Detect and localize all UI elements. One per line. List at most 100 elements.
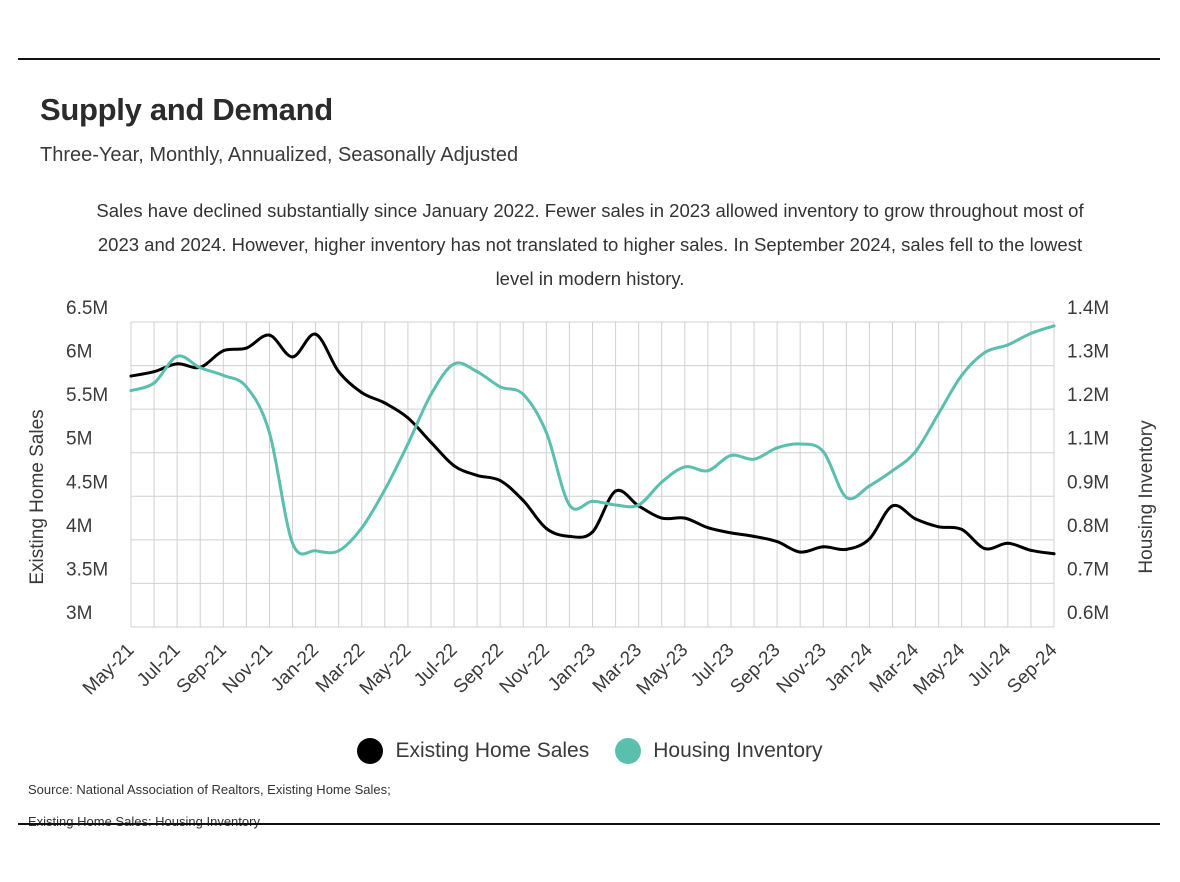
sales-point — [429, 440, 433, 444]
inventory-point — [844, 495, 848, 499]
inventory-point — [890, 469, 894, 473]
inventory-point — [152, 381, 156, 385]
sales-point — [314, 332, 318, 336]
x-axis-tick-label: Sep-21 — [173, 640, 231, 698]
line-chart: 3M 3.5M 4M 4.5M 5M 5.5M 6M 6.5M 0.6M 0.7M 0.8M 0.9… — [27, 298, 1157, 699]
sales-point — [291, 355, 295, 359]
sales-point — [1006, 541, 1010, 545]
sales-point — [729, 531, 733, 535]
right-axis-tick-label: 0.9M — [1067, 472, 1109, 493]
x-axis-tick-label: May-23 — [633, 640, 693, 700]
x-axis-tick-label: Jan-23 — [544, 640, 600, 696]
inventory-point — [591, 499, 594, 503]
inventory-point — [429, 392, 433, 396]
inventory-point — [475, 370, 479, 374]
inventory-line — [129, 324, 1056, 556]
sales-point — [406, 416, 410, 420]
inventory-point — [937, 412, 941, 415]
inventory-point — [521, 392, 525, 396]
left-axis-ticks: 3M 3.5M 4M 4.5M 5M 5.5M 6M 6.5M — [66, 298, 108, 624]
left-axis-tick-label: 6M — [66, 342, 92, 363]
inventory-point — [221, 373, 225, 377]
source-note: Source: National Association of Realtors… — [28, 774, 391, 838]
sales-point — [775, 540, 779, 544]
inventory-point — [867, 484, 871, 488]
x-axis-tick-label: Jan-24 — [821, 639, 877, 695]
bottom-rule — [18, 823, 1160, 825]
inventory-point — [544, 431, 548, 435]
inventory-point — [1006, 343, 1010, 347]
chart-lines — [129, 324, 1056, 556]
sales-point — [937, 525, 941, 529]
x-axis-tick-label: May-22 — [356, 640, 416, 700]
inventory-point — [1029, 331, 1033, 335]
sales-point — [614, 489, 618, 493]
inventory-point — [267, 431, 271, 435]
left-axis-tick-label: 3M — [66, 603, 92, 624]
top-rule — [18, 58, 1160, 60]
legend-swatch-sales — [357, 738, 384, 764]
inventory-point — [706, 469, 710, 473]
left-axis-tick-label: 5M — [66, 429, 92, 450]
sales-point — [706, 526, 710, 530]
left-axis-tick-label: 4M — [66, 516, 92, 537]
inventory-point — [198, 366, 202, 370]
inventory-point — [452, 362, 456, 366]
sales-point — [337, 370, 341, 374]
inventory-point — [567, 503, 571, 507]
x-axis-ticks: May-21Jul-21Sep-21Nov-21Jan-22Mar-22May-… — [79, 639, 1062, 699]
right-axis-tick-label: 0.8M — [1067, 516, 1109, 537]
inventory-point — [821, 450, 825, 454]
x-axis-tick-label: Sep-23 — [726, 640, 784, 698]
inventory-point — [337, 549, 341, 553]
sales-point — [383, 401, 387, 405]
sales-point — [129, 374, 133, 378]
right-axis-tick-label: 1.3M — [1067, 342, 1109, 363]
sales-point — [267, 333, 271, 337]
inventory-point — [129, 389, 133, 393]
inventory-point — [1052, 324, 1056, 328]
sales-point — [867, 537, 871, 541]
sales-point — [360, 391, 364, 395]
x-axis-tick-label: Sep-24 — [1003, 639, 1061, 697]
sales-point — [890, 504, 894, 508]
inventory-point — [914, 450, 918, 454]
inventory-point — [660, 480, 664, 484]
sales-point — [567, 534, 571, 538]
inventory-point — [244, 385, 248, 389]
sales-point — [475, 473, 479, 477]
sales-point — [221, 349, 225, 353]
sales-point — [1052, 552, 1056, 556]
sales-point — [152, 370, 156, 374]
right-axis-tick-label: 0.7M — [1067, 559, 1109, 580]
left-axis-title: Existing Home Sales — [27, 409, 48, 584]
left-axis-tick-label: 4.5M — [66, 472, 108, 493]
sales-point — [1029, 548, 1033, 552]
chart-subtitle: Three-Year, Monthly, Annualized, Seasona… — [40, 144, 519, 166]
series-housing-inventory — [129, 324, 1056, 556]
sales-point — [452, 464, 456, 468]
chart-grid — [130, 321, 1055, 628]
x-axis-tick-label: Nov-23 — [773, 640, 831, 698]
x-axis-tick-label: May-24 — [910, 639, 970, 699]
left-axis-tick-label: 3.5M — [66, 559, 108, 580]
legend-swatch-inventory — [615, 738, 642, 764]
chart-description: Sales have declined substantially since … — [96, 200, 1084, 289]
right-axis-tick-label: 1.4M — [1067, 298, 1109, 319]
inventory-point — [360, 526, 364, 530]
right-axis-title: Housing Inventory — [1136, 420, 1157, 574]
inventory-point — [406, 442, 410, 446]
chart-title: Supply and Demand — [40, 92, 333, 127]
left-axis-tick-label: 5.5M — [66, 385, 108, 406]
sales-point — [844, 547, 848, 551]
x-axis-tick-label: Sep-22 — [450, 640, 508, 698]
sales-point — [591, 530, 594, 534]
legend-item-inventory: Housing Inventory — [615, 738, 823, 764]
right-axis-ticks: 0.6M 0.7M 0.8M 0.9M 1.1M 1.2M 1.3M 1.4M — [1067, 298, 1109, 624]
inventory-point — [983, 351, 987, 354]
x-axis-tick-label: May-21 — [79, 640, 139, 700]
inventory-point — [729, 453, 733, 457]
sales-point — [683, 516, 687, 520]
right-axis-tick-label: 1.2M — [1067, 385, 1109, 406]
chart-legend: Existing Home Sales Housing Inventory — [0, 738, 1180, 764]
